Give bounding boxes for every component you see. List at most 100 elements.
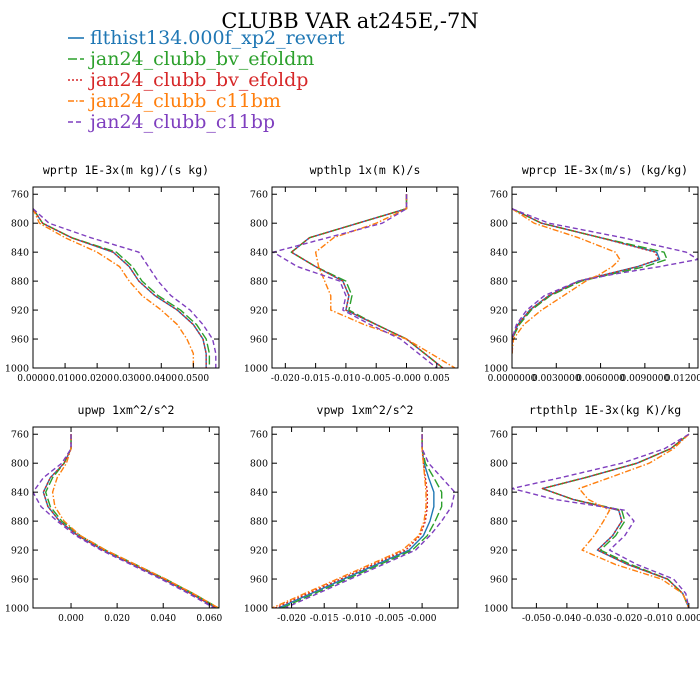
- series-line-4: [272, 434, 427, 608]
- y-tick-label: 840: [490, 248, 508, 259]
- y-tick-label: 760: [490, 190, 508, 201]
- y-tick-label: 960: [490, 575, 508, 586]
- y-tick-label: 960: [250, 575, 268, 586]
- y-tick-label: 800: [490, 219, 508, 230]
- y-tick-label: 1000: [5, 364, 29, 375]
- panel-6: rtpthlp 1E-3x(kg K)/kg 760 800 840 880 920 960…: [484, 403, 700, 624]
- series-group: [272, 434, 456, 608]
- x-tick-label: -0.010: [332, 374, 361, 384]
- x-tick-label: 0.0000: [17, 374, 49, 384]
- y-tick-label: 800: [250, 459, 268, 470]
- x-tick-label: -0.020: [271, 374, 300, 384]
- y-tick-label: 1000: [484, 604, 508, 615]
- series-line-5: [272, 194, 438, 368]
- x-tick-label: 0.000: [676, 614, 700, 624]
- x-tick-label: 0.0400: [146, 374, 178, 384]
- series-line-4: [51, 434, 219, 608]
- x-tick-label: 0.060: [196, 614, 222, 624]
- series-line-4: [33, 208, 195, 368]
- x-tick-label: -0.000: [392, 374, 421, 384]
- legend-entry-5: jan24_clubb_c11bp: [88, 111, 275, 133]
- y-tick-label: 840: [490, 488, 508, 499]
- series-line-3: [274, 434, 429, 608]
- series-line-3: [512, 208, 659, 354]
- series-line-3: [42, 434, 217, 608]
- figure-title: CLUBB VAR at245E,-7N: [221, 9, 478, 33]
- plot-frame: [511, 186, 699, 369]
- panel-5: vpwp 1xm^2/s^2 760 800 840 880 920 960 1000 -0.0…: [244, 403, 459, 624]
- legend-entry-3: jan24_clubb_bv_efoldp: [88, 69, 308, 91]
- x-tick-label: 0.0120000: [665, 374, 700, 384]
- series-line-2: [281, 434, 443, 608]
- panel-3: wprcp 1E-3x(m/s) (kg/kg) 760 800 840 880 920 9…: [484, 163, 700, 384]
- x-tick-label: 0.0100: [49, 374, 81, 384]
- series-line-3: [33, 208, 207, 368]
- x-tick-label: -0.020: [613, 614, 642, 624]
- series-line-4: [314, 194, 456, 368]
- y-tick-label: 880: [490, 517, 508, 528]
- y-tick-label: 760: [11, 190, 29, 201]
- y-tick-label: 880: [11, 277, 29, 288]
- x-tick-label: 0.0000000: [488, 374, 537, 384]
- x-tick-label: 0.020: [104, 614, 130, 624]
- series-group: [33, 208, 217, 368]
- y-tick-label: 920: [250, 546, 268, 557]
- series-line-3: [290, 194, 444, 368]
- legend: flthist134.000f_xp2_revertjan24_clubb_bv…: [68, 27, 345, 133]
- x-tick-label: -0.050: [522, 614, 551, 624]
- legend-entry-4: jan24_clubb_c11bm: [88, 90, 281, 112]
- x-tick-label: -0.030: [583, 614, 612, 624]
- y-tick-label: 1000: [5, 604, 29, 615]
- x-tick-label: 0.005: [424, 374, 450, 384]
- x-tick-label: -0.010: [644, 614, 673, 624]
- series-group: [512, 433, 690, 608]
- series-line-3: [541, 433, 690, 608]
- plot-frame: [32, 186, 220, 369]
- y-tick-label: 960: [11, 575, 29, 586]
- x-tick-label: -0.005: [362, 374, 391, 384]
- y-tick-label: 840: [250, 488, 268, 499]
- panel-title: wprcp 1E-3x(m/s) (kg/kg): [522, 163, 688, 177]
- y-tick-label: 920: [11, 306, 29, 317]
- panel-title: wprtp 1E-3x(m kg)/(s kg): [43, 163, 209, 177]
- y-tick-label: 880: [250, 517, 268, 528]
- y-tick-label: 880: [490, 277, 508, 288]
- y-tick-label: 800: [490, 459, 508, 470]
- series-group: [33, 434, 219, 608]
- y-tick-label: 840: [250, 248, 268, 259]
- y-tick-label: 880: [250, 277, 268, 288]
- x-tick-label: -0.020: [277, 614, 306, 624]
- legend-entry-1: flthist134.000f_xp2_revert: [90, 27, 345, 49]
- y-tick-label: 840: [11, 488, 29, 499]
- y-tick-label: 760: [250, 190, 268, 201]
- series-line-5: [512, 433, 690, 608]
- plot-frame: [32, 426, 220, 609]
- y-tick-label: 760: [11, 430, 29, 441]
- panel-1: wprtp 1E-3x(m kg)/(s kg) 760 800 840 880 920 9…: [5, 163, 220, 384]
- series-group: [512, 208, 698, 354]
- plot-frame: [271, 426, 459, 609]
- panel-grid: wprtp 1E-3x(m kg)/(s kg) 760 800 840 880 920 9…: [5, 163, 700, 624]
- x-tick-label: -0.005: [375, 614, 404, 624]
- x-tick-label: -0.015: [310, 614, 339, 624]
- x-tick-label: -0.010: [342, 614, 371, 624]
- x-tick-label: 0.0030000: [532, 374, 581, 384]
- panel-title: rtpthlp 1E-3x(kg K)/kg: [529, 403, 681, 417]
- x-tick-label: -0.000: [408, 614, 437, 624]
- series-group: [272, 194, 456, 368]
- y-tick-label: 840: [11, 248, 29, 259]
- x-tick-label: -0.040: [552, 614, 581, 624]
- y-tick-label: 800: [11, 459, 29, 470]
- y-tick-label: 1000: [484, 364, 508, 375]
- panel-4: upwp 1xm^2/s^2 760 800 840 880 920 960 1000 0.00…: [5, 403, 223, 624]
- y-tick-label: 920: [490, 546, 508, 557]
- x-tick-label: 0.0500: [178, 374, 210, 384]
- x-tick-label: 0.0060000: [576, 374, 625, 384]
- y-tick-label: 760: [250, 430, 268, 441]
- y-tick-label: 800: [11, 219, 29, 230]
- series-line-5: [33, 208, 217, 368]
- legend-entry-2: jan24_clubb_bv_efoldm: [88, 48, 314, 70]
- x-tick-label: 0.0300: [113, 374, 145, 384]
- x-tick-label: 0.000: [58, 614, 84, 624]
- x-tick-label: 0.0090000: [621, 374, 670, 384]
